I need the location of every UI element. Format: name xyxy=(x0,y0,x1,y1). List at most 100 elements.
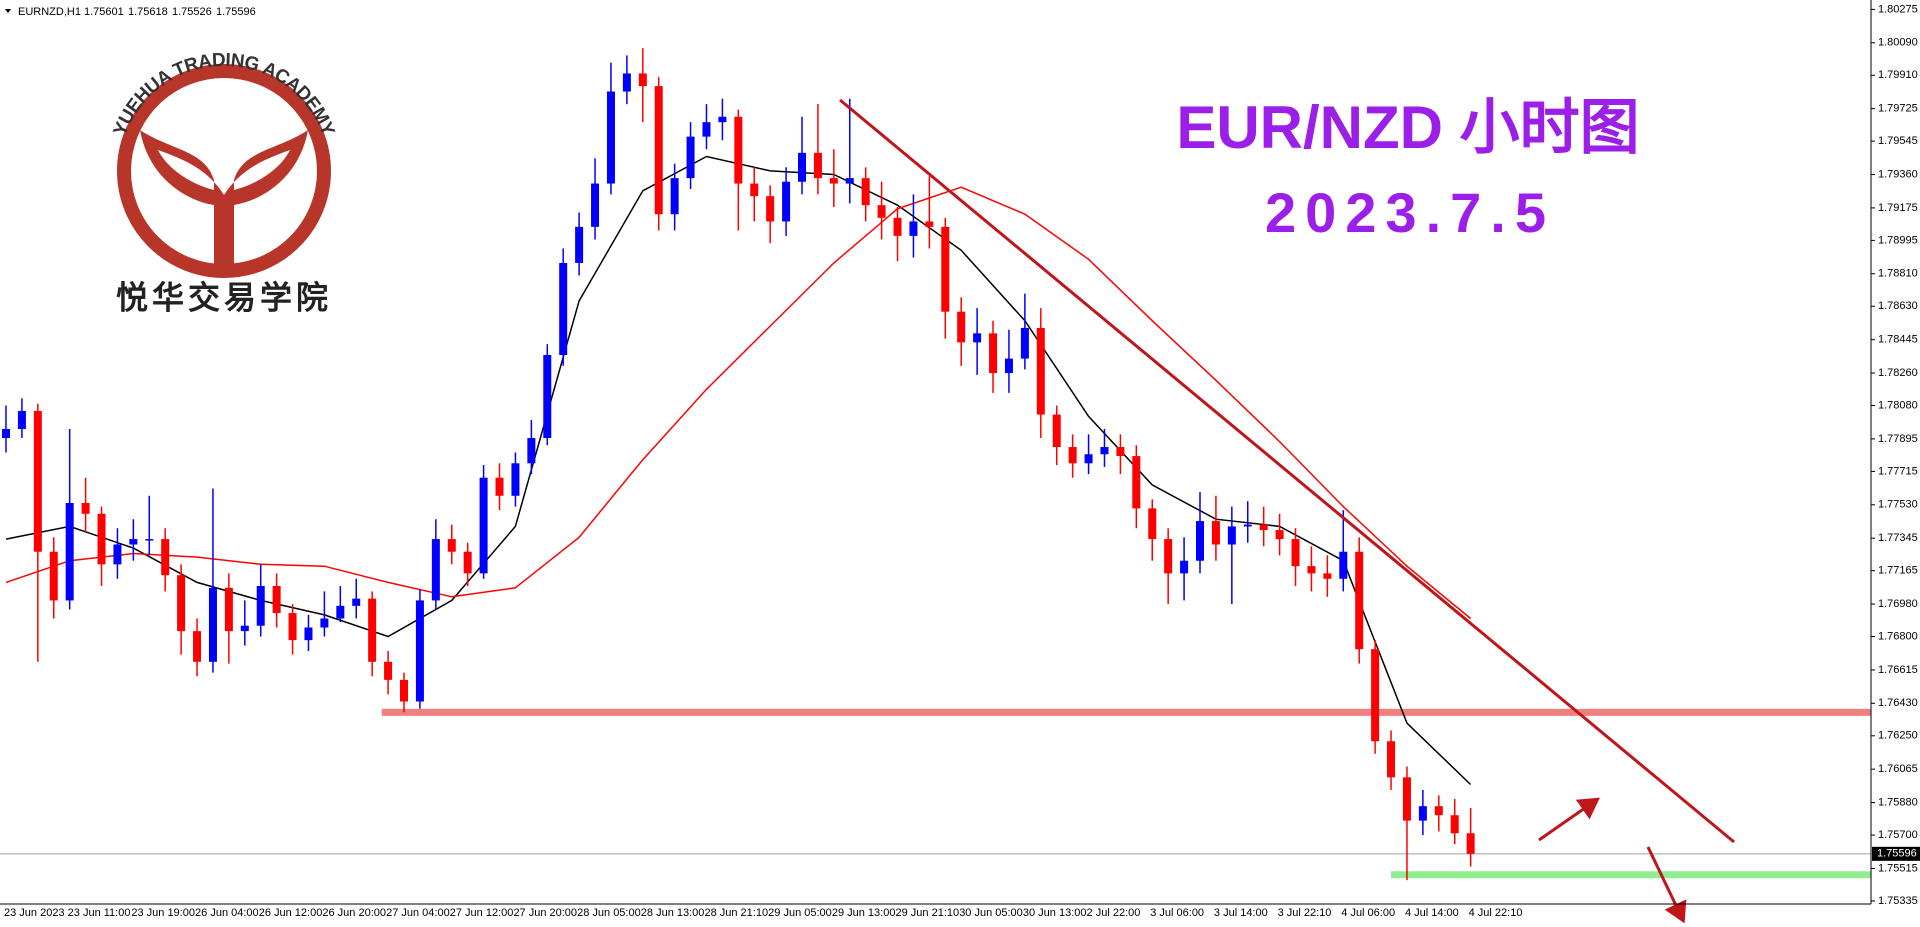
header-value: 1.75526 xyxy=(172,6,212,18)
y-tick-label: 1.76615 xyxy=(1878,664,1918,676)
candle-body xyxy=(686,136,695,179)
y-tick-label: 1.78080 xyxy=(1878,399,1918,411)
x-tick-label: 26 Jun 04:00 xyxy=(195,907,259,919)
x-tick-label: 27 Jun 04:00 xyxy=(386,907,450,919)
candle-body xyxy=(1164,539,1173,574)
candle-body xyxy=(1259,524,1268,531)
candle-body xyxy=(1211,521,1220,545)
candle-body xyxy=(829,178,838,184)
candle-body xyxy=(941,226,950,312)
candle-body xyxy=(447,539,456,552)
candle-body xyxy=(559,262,568,355)
candle-body xyxy=(97,513,106,565)
y-tick-label: 1.76065 xyxy=(1878,763,1918,775)
candle-body xyxy=(1387,741,1396,778)
candle-body xyxy=(177,575,186,632)
candle-body xyxy=(1036,327,1045,415)
candle-body xyxy=(368,598,377,662)
candle-body xyxy=(925,221,934,227)
candle-body xyxy=(193,631,202,662)
header-value: 1.75596 xyxy=(216,6,256,18)
x-tick-label: 30 Jun 05:00 xyxy=(959,907,1023,919)
candle-body xyxy=(734,116,743,184)
candle-body xyxy=(877,205,886,218)
y-tick-label: 1.77530 xyxy=(1878,499,1918,511)
candle-body xyxy=(2,428,10,439)
y-tick-label: 1.77165 xyxy=(1878,565,1918,577)
x-tick-label: 29 Jun 13:00 xyxy=(832,907,896,919)
candle-body xyxy=(543,354,552,439)
candle-body xyxy=(384,661,393,680)
candle-body xyxy=(750,183,759,197)
candle-body xyxy=(989,333,998,374)
x-tick-label: 4 Jul 22:10 xyxy=(1469,907,1523,919)
candle-body xyxy=(702,122,711,137)
last-price-box xyxy=(1872,846,1920,861)
candle-body xyxy=(527,438,536,464)
candle-body xyxy=(511,463,520,496)
candle-body xyxy=(240,625,249,632)
candle-body xyxy=(1291,539,1300,567)
moving-average xyxy=(5,186,1472,620)
y-tick-label: 1.75335 xyxy=(1878,895,1918,907)
logo-cn-text: 悦华交易学院 xyxy=(116,279,332,315)
candle-body xyxy=(1148,508,1157,540)
candle-body xyxy=(1052,414,1061,448)
y-tick-label: 1.78445 xyxy=(1878,334,1918,346)
candle-body xyxy=(17,410,26,429)
candle-body xyxy=(670,178,679,215)
candle-body xyxy=(845,178,854,184)
y-tick-label: 1.79175 xyxy=(1878,202,1918,214)
x-tick-label: 28 Jun 21:10 xyxy=(704,907,768,919)
y-tick-label: 1.77895 xyxy=(1878,433,1918,445)
y-tick-label: 1.78995 xyxy=(1878,234,1918,246)
candle-body xyxy=(1068,447,1077,464)
candle-body xyxy=(1466,833,1475,854)
candle-body xyxy=(256,586,265,626)
candle-body xyxy=(463,551,472,574)
candle-body xyxy=(208,587,217,662)
x-tick-label: 3 Jul 22:10 xyxy=(1278,907,1332,919)
y-tick-label: 1.76250 xyxy=(1878,730,1918,742)
x-tick-label: 3 Jul 14:00 xyxy=(1214,907,1268,919)
y-tick-label: 1.75515 xyxy=(1878,862,1918,874)
candle-body xyxy=(415,600,424,702)
candle-body xyxy=(1084,454,1093,464)
x-tick-label: 28 Jun 13:00 xyxy=(641,907,705,919)
x-tick-label: 23 Jun 11:00 xyxy=(68,907,131,919)
candle-body xyxy=(638,73,647,87)
y-tick-label: 1.75700 xyxy=(1878,829,1918,841)
y-tick-label: 1.78260 xyxy=(1878,367,1918,379)
candle-body xyxy=(1371,649,1380,742)
last-price-label: 1.75596 xyxy=(1877,848,1917,860)
candle-body xyxy=(224,587,233,632)
candle-body xyxy=(431,539,440,601)
header-value: 1.75618 xyxy=(128,6,168,18)
candle-body xyxy=(1339,551,1348,579)
candle-body xyxy=(129,539,138,545)
x-tick-label: 26 Jun 12:00 xyxy=(259,907,323,919)
y-tick-label: 1.75880 xyxy=(1878,796,1918,808)
candle-body xyxy=(973,333,982,343)
candle-body xyxy=(1132,456,1141,509)
plot-area xyxy=(0,0,1871,904)
x-tick-label: 4 Jul 14:00 xyxy=(1405,907,1459,919)
candle-body xyxy=(718,116,727,123)
candle-body xyxy=(1100,447,1109,455)
x-tick-label: 29 Jun 05:00 xyxy=(768,907,832,919)
arrow-down xyxy=(1646,846,1687,924)
candle-body xyxy=(336,605,345,619)
y-tick-label: 1.79725 xyxy=(1878,103,1918,115)
y-tick-label: 1.76980 xyxy=(1878,598,1918,610)
candle-body xyxy=(320,618,329,628)
x-tick-label: 4 Jul 06:00 xyxy=(1341,907,1395,919)
candle-body xyxy=(479,477,488,574)
candle-body xyxy=(654,86,663,215)
y-tick-label: 1.78810 xyxy=(1878,268,1918,280)
y-tick-label: 1.77715 xyxy=(1878,465,1918,477)
header-value: 1.75601 xyxy=(84,6,124,18)
y-tick-label: 1.79545 xyxy=(1878,135,1918,147)
x-tick-label: 23 Jun 2023 xyxy=(4,907,65,919)
y-tick-label: 1.77345 xyxy=(1878,532,1918,544)
